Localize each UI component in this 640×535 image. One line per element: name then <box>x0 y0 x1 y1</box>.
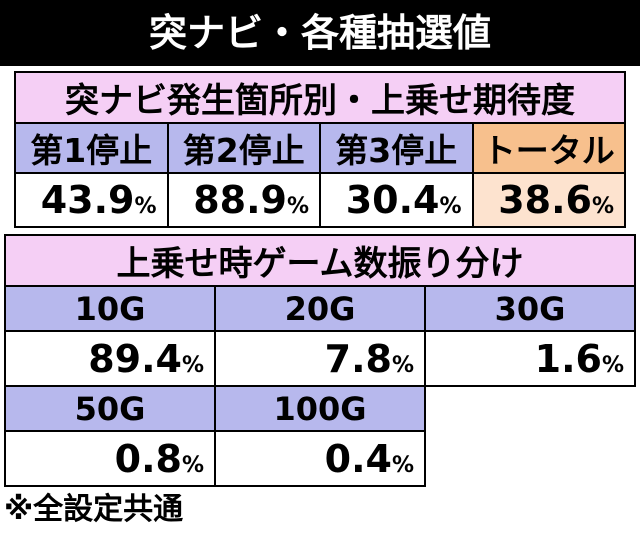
game-distribution-header: 上乗せ時ゲーム数振り分け <box>4 234 636 287</box>
stop-3-value: 30.4% <box>319 172 474 228</box>
total-value: 38.6% <box>471 172 626 228</box>
game-100g-label: 100G <box>214 385 426 432</box>
empty-cell <box>425 386 635 431</box>
nav-expectation-table: 突ナビ発生箇所別・上乗せ期待度 第1停止 第2停止 第3停止 トータル 43.9… <box>14 71 626 228</box>
stop-1-label: 第1停止 <box>14 122 169 174</box>
game-distribution-table: 上乗せ時ゲーム数振り分け 10G 20G 30G 89.4% 7.8% 1.6%… <box>3 234 636 487</box>
game-10g-label: 10G <box>3 285 217 332</box>
game-20g-value: 7.8% <box>214 330 426 387</box>
game-30g-label: 30G <box>424 285 636 332</box>
total-label: トータル <box>471 122 626 174</box>
stop-1-value: 43.9% <box>14 172 169 228</box>
footnote: ※全設定共通 <box>4 492 184 527</box>
game-50g-label: 50G <box>3 385 217 432</box>
game-50g-value: 0.8% <box>3 430 217 487</box>
empty-cell <box>425 431 635 486</box>
page-title: 突ナビ・各種抽選値 <box>0 0 640 66</box>
stop-3-label: 第3停止 <box>319 122 474 174</box>
stop-2-label: 第2停止 <box>166 122 321 174</box>
game-30g-value: 1.6% <box>424 330 636 387</box>
game-20g-label: 20G <box>214 285 426 332</box>
nav-expectation-header: 突ナビ発生箇所別・上乗せ期待度 <box>14 71 626 124</box>
game-100g-value: 0.4% <box>214 430 426 487</box>
stop-2-value: 88.9% <box>166 172 321 228</box>
game-10g-value: 89.4% <box>3 330 217 387</box>
